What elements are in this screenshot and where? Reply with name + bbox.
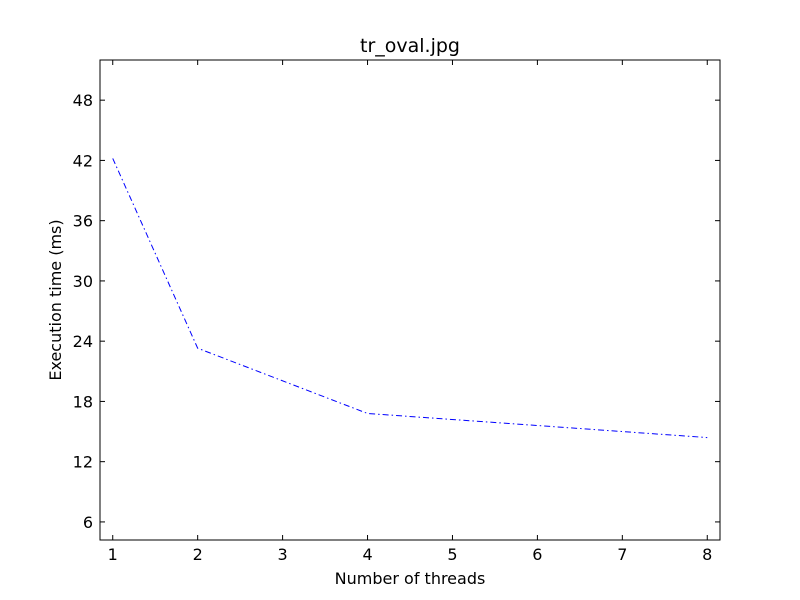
- y-axis-label: Execution time (ms): [46, 219, 65, 380]
- x-tick-label: 2: [193, 545, 203, 564]
- y-tick-label: 24: [73, 332, 93, 351]
- y-tick-label: 36: [73, 212, 93, 231]
- y-tick-label: 30: [73, 272, 93, 291]
- x-axis-label: Number of threads: [335, 569, 486, 588]
- y-tick-label: 12: [73, 453, 93, 472]
- series-line-1: [112, 158, 708, 439]
- plot-area: [100, 60, 720, 540]
- x-tick-label: 6: [532, 545, 542, 564]
- x-tick-label: 8: [702, 545, 712, 564]
- y-tick-label: 18: [73, 392, 93, 411]
- plot-frame: [99, 59, 721, 541]
- x-tick-label: 5: [447, 545, 457, 564]
- series-layer: [112, 158, 708, 439]
- chart-title: tr_oval.jpg: [360, 35, 460, 57]
- y-tick-label: 42: [73, 151, 93, 170]
- y-tick-label: 48: [73, 91, 93, 110]
- x-tick-label: 3: [278, 545, 288, 564]
- x-tick-label: 4: [362, 545, 372, 564]
- x-tick-label: 1: [108, 545, 118, 564]
- y-tick-label: 6: [83, 513, 93, 532]
- x-tick-label: 7: [617, 545, 627, 564]
